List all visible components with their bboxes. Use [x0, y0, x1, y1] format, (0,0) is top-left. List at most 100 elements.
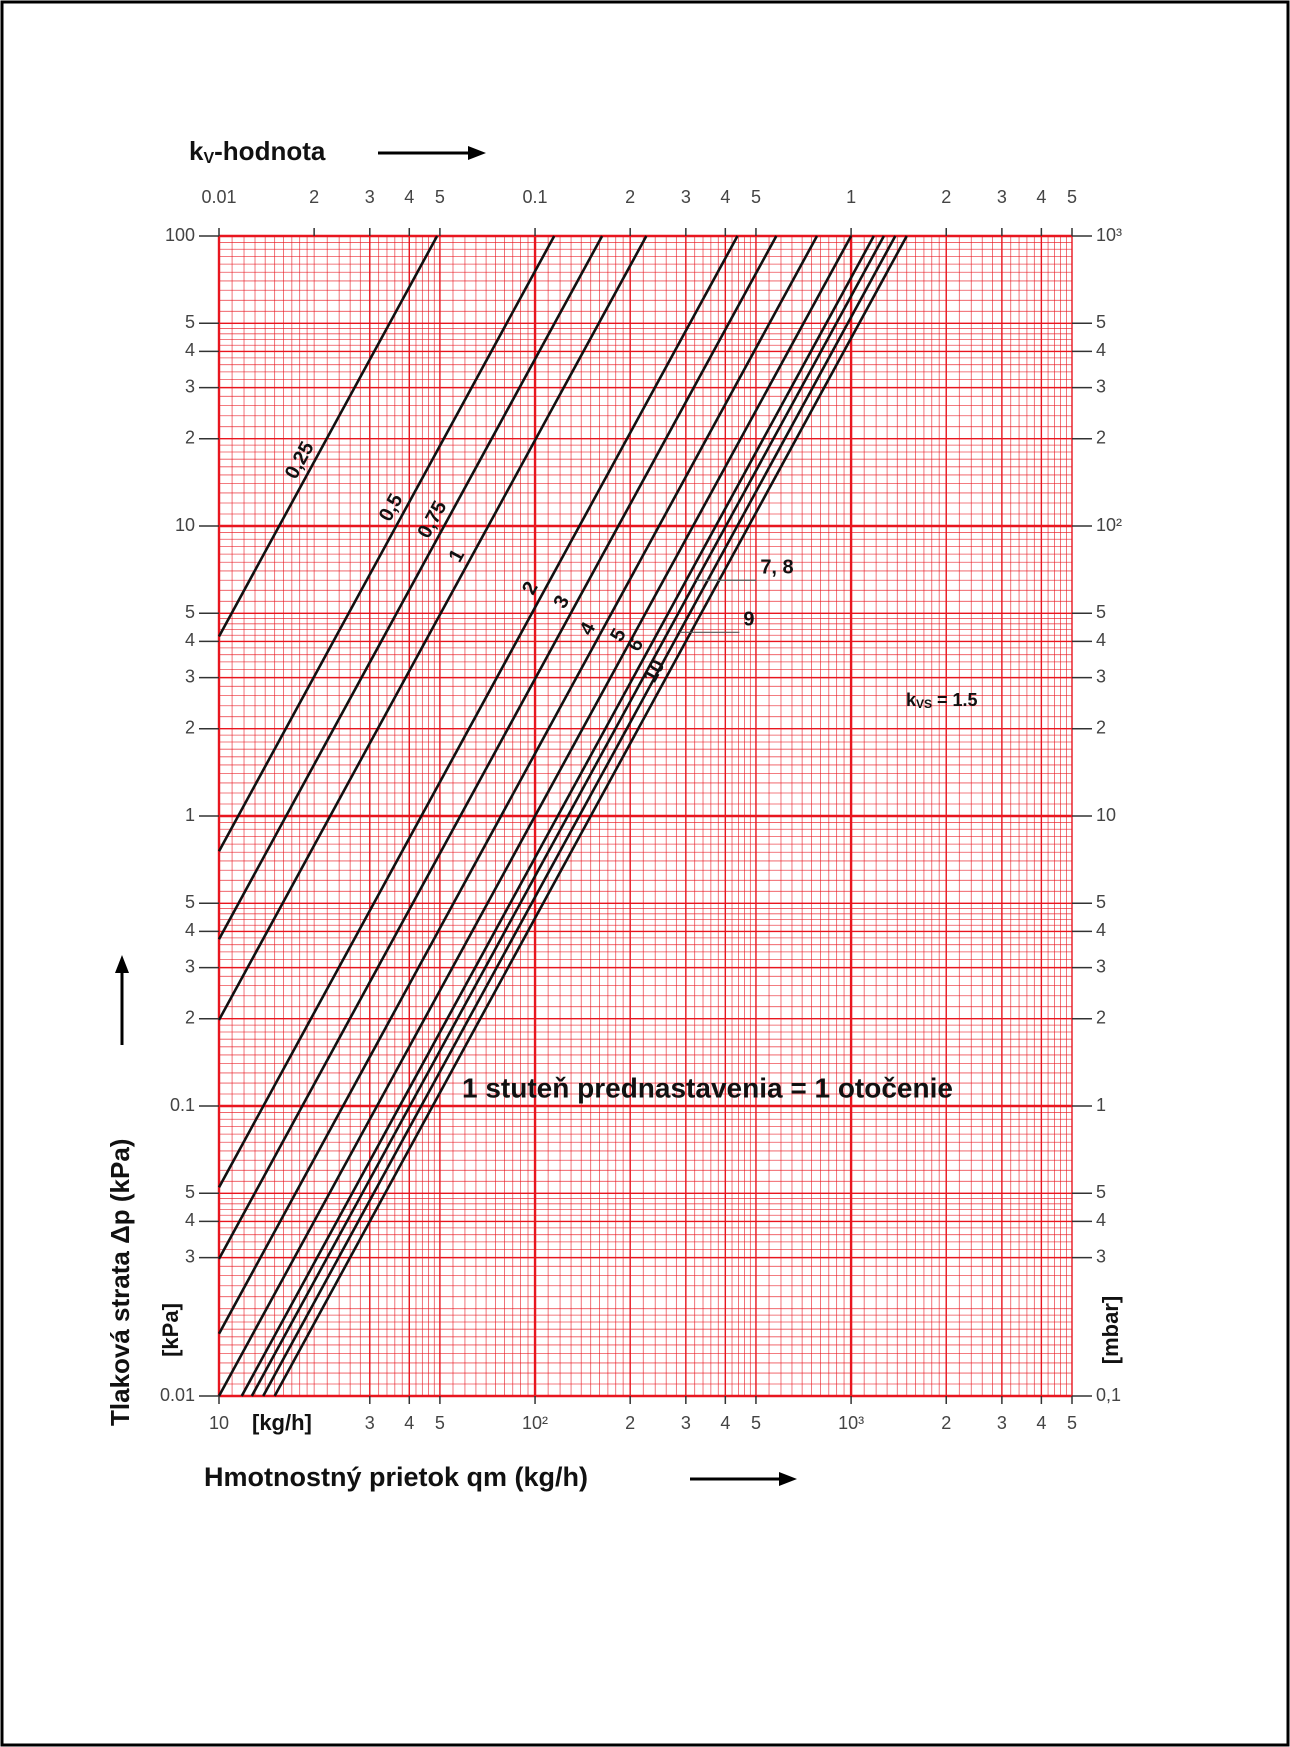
y-axis-title: Tlaková strata Δp (kPa): [105, 1139, 135, 1426]
y2-tick-label: 5: [1096, 1182, 1106, 1202]
curve: [217, 235, 439, 638]
curve: [273, 235, 908, 1397]
y2-tick-label: 10³: [1096, 225, 1122, 245]
kvs-part: = 1.5: [932, 690, 978, 710]
curve: [217, 235, 556, 852]
annotation: 1 stuteň prednastavenia = 1 otočenie: [462, 1072, 953, 1103]
x2-tick-label: 1: [846, 187, 856, 207]
x2-tick-label: 4: [1036, 187, 1046, 207]
y2-tick-label: 4: [1096, 630, 1106, 650]
x2-tick-label: 2: [941, 187, 951, 207]
y-tick-label: 5: [185, 1182, 195, 1202]
x2-tick-label: 3: [997, 187, 1007, 207]
grid: [217, 234, 1073, 1398]
x-axis-title: Hmotnostný prietok qm (kg/h): [204, 1462, 588, 1492]
curve: [217, 235, 819, 1335]
x2-tick-label: 2: [625, 187, 635, 207]
x2-tick-label: 2: [309, 187, 319, 207]
x-tick-label: 3: [681, 1413, 691, 1433]
kvs-sub: VS: [916, 697, 932, 711]
x-tick-label: 4: [720, 1413, 730, 1433]
y-tick-label: 10: [175, 515, 195, 535]
y-tick-label: 2: [185, 717, 195, 737]
curve: [217, 235, 648, 1021]
y2-tick-label: 1: [1096, 1095, 1106, 1115]
curve-label: 7, 8: [760, 557, 793, 579]
y-tick-label: 4: [185, 340, 195, 360]
y2-tick-label: 3: [1096, 956, 1106, 976]
y-tick-label: 1: [185, 805, 195, 825]
y-tick-label: 5: [185, 602, 195, 622]
left-arrow: [115, 955, 129, 1045]
x-tick-label: 5: [751, 1413, 761, 1433]
y-tick-label: 3: [185, 376, 195, 396]
y2-tick-label: 5: [1096, 892, 1106, 912]
curve: [250, 235, 886, 1397]
x2-tick-label: 0.01: [201, 187, 236, 207]
y2-tick-label: 5: [1096, 602, 1106, 622]
x2-tick-label: 4: [404, 187, 414, 207]
y2-tick-label: 10: [1096, 805, 1116, 825]
x-tick-label: 5: [435, 1413, 445, 1433]
y-tick-label: 3: [185, 1246, 195, 1266]
bottom-arrow: [690, 1472, 797, 1486]
y2-tick-label: 10²: [1096, 515, 1122, 535]
x2-tick-label: 5: [1067, 187, 1077, 207]
y-tick-label: 4: [185, 1210, 195, 1230]
x2-tick-label: 3: [365, 187, 375, 207]
curve: [240, 235, 875, 1397]
y-tick-label: 5: [185, 312, 195, 332]
top-axis-title: kV-hodnota: [189, 136, 326, 167]
y2-tick-label: 5: [1096, 312, 1106, 332]
y-tick-label: 2: [185, 427, 195, 447]
y-tick-label: 4: [185, 920, 195, 940]
curves: [217, 235, 908, 1397]
kvs-label: kVS = 1.5: [906, 690, 978, 711]
x-tick-label: 3: [997, 1413, 1007, 1433]
curve-label: 9: [743, 609, 754, 631]
x-tick-label: 4: [1036, 1413, 1046, 1433]
y2-tick-label: 0,1: [1096, 1385, 1121, 1405]
y2-unit-label: [mbar]: [1098, 1296, 1123, 1364]
y2-tick-label: 4: [1096, 340, 1106, 360]
title-part: -hodnota: [214, 136, 326, 166]
y2-tick-label: 2: [1096, 1007, 1106, 1027]
y-tick-label: 3: [185, 666, 195, 686]
y-tick-label: 100: [165, 225, 195, 245]
x2-tick-label: 4: [720, 187, 730, 207]
y-tick-label: 2: [185, 1007, 195, 1027]
y2-tick-label: 4: [1096, 920, 1106, 940]
x-tick-label: 10²: [522, 1413, 548, 1433]
x-tick-label: 3: [365, 1413, 375, 1433]
y2-tick-label: 3: [1096, 666, 1106, 686]
x2-tick-label: 5: [435, 187, 445, 207]
x2-tick-label: 0.1: [523, 187, 548, 207]
title-part: k: [189, 136, 204, 166]
x2-tick-label: 3: [681, 187, 691, 207]
curve: [217, 235, 604, 940]
x-tick-label: 2: [625, 1413, 635, 1433]
top-arrow: [378, 146, 486, 160]
y2-tick-label: 3: [1096, 376, 1106, 396]
x-tick-label: 2: [941, 1413, 951, 1433]
x-unit-label: [kg/h]: [252, 1410, 312, 1435]
y-unit-label: [kPa]: [158, 1303, 183, 1357]
y-tick-label: 0.1: [170, 1095, 195, 1115]
y-tick-label: 5: [185, 892, 195, 912]
kvs-part: k: [906, 690, 917, 710]
x-tick-label: 10: [209, 1413, 229, 1433]
title-sub: V: [203, 150, 214, 167]
x-tick-label: 4: [404, 1413, 414, 1433]
curve: [217, 235, 778, 1260]
curve: [217, 235, 853, 1397]
y2-tick-label: 2: [1096, 717, 1106, 737]
y-tick-label: 3: [185, 956, 195, 976]
curve: [262, 235, 897, 1397]
y-tick-label: 0.01: [160, 1385, 195, 1405]
curve: [217, 235, 739, 1189]
x2-tick-label: 5: [751, 187, 761, 207]
y2-tick-label: 3: [1096, 1246, 1106, 1266]
x-tick-label: 5: [1067, 1413, 1077, 1433]
